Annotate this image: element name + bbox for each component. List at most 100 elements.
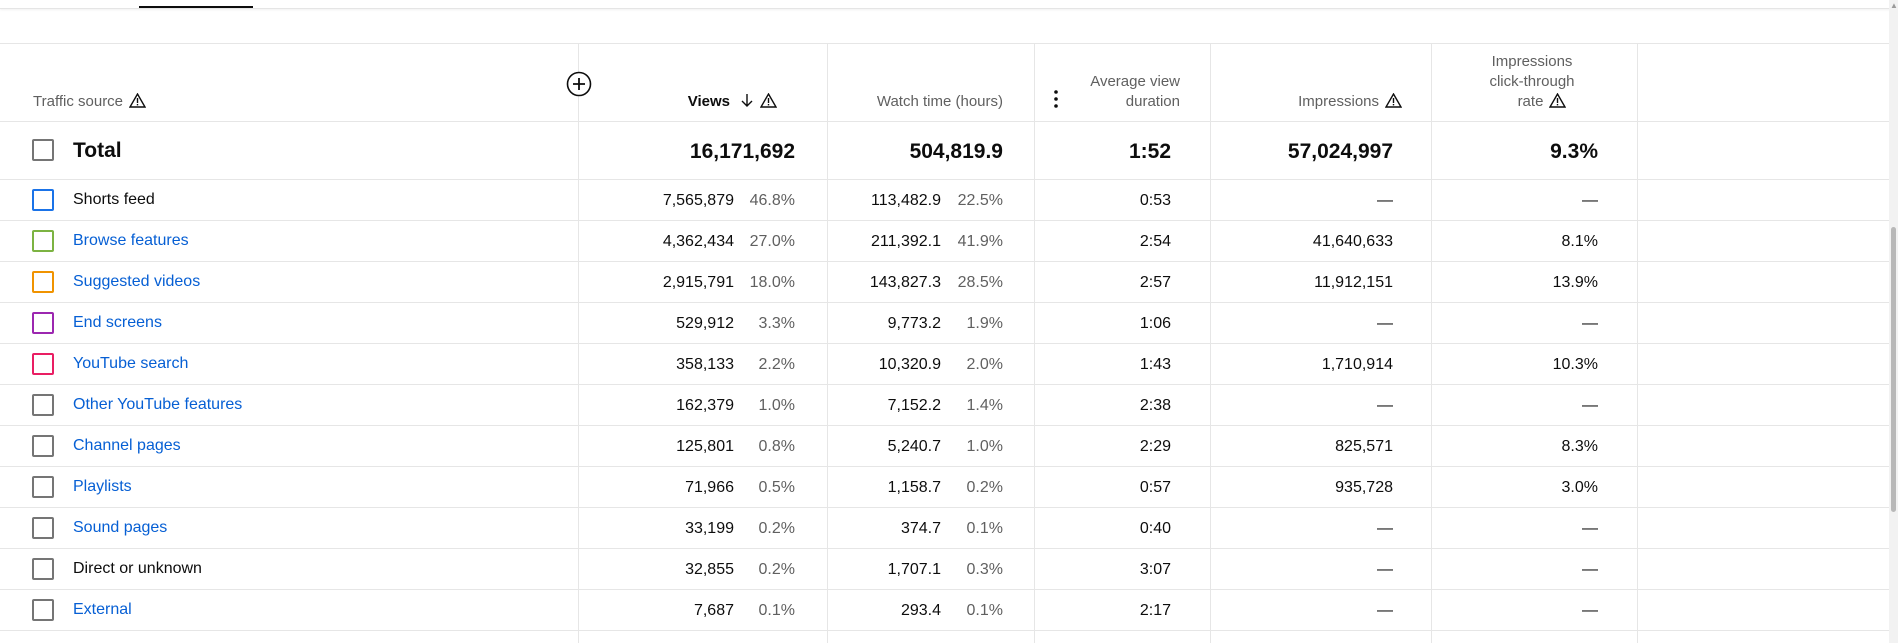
row-divider xyxy=(0,425,1889,426)
traffic-source-label[interactable]: End screens xyxy=(73,314,162,331)
row-divider xyxy=(0,220,1889,221)
cell-duration: 0:53 xyxy=(1139,192,1171,209)
total-checkbox[interactable] xyxy=(32,139,54,161)
header-divider xyxy=(0,121,1889,122)
row-checkbox[interactable] xyxy=(32,435,54,457)
table-top-divider xyxy=(0,43,1889,44)
total-views: 16,171,692 xyxy=(689,140,795,163)
table-row: Suggested videos 2,915,791 18.0% 143,827.3 2… xyxy=(0,262,1889,303)
header-impressions[interactable]: Impressions xyxy=(1298,92,1402,112)
cell-impressions: — xyxy=(1377,192,1393,209)
scrollbar-thumb[interactable] xyxy=(1891,227,1896,512)
cell-duration: 2:57 xyxy=(1139,274,1171,291)
traffic-source-label[interactable]: External xyxy=(73,601,132,618)
traffic-source-label[interactable]: Playlists xyxy=(73,478,132,495)
header-traffic-source[interactable]: Traffic source xyxy=(33,92,147,112)
warning-icon[interactable] xyxy=(1549,93,1567,108)
row-divider xyxy=(0,261,1889,262)
row-checkbox[interactable] xyxy=(32,517,54,539)
traffic-source-table: Traffic source Views Watch time (hours) … xyxy=(0,43,1898,643)
row-checkbox[interactable] xyxy=(32,271,54,293)
header-avg-duration-line1: Average view xyxy=(1090,73,1180,90)
traffic-source-label[interactable]: Browse features xyxy=(73,232,189,249)
header-ctr-line2: click-through xyxy=(1489,73,1575,90)
more-vert-icon[interactable] xyxy=(1051,88,1061,110)
cell-ctr: — xyxy=(1582,397,1598,414)
cell-views-pct: 46.8% xyxy=(749,192,795,209)
cell-views-pct: 0.2% xyxy=(758,520,795,537)
cell-watch-pct: 28.5% xyxy=(957,274,1003,291)
total-watch-time: 504,819.9 xyxy=(909,140,1003,163)
row-checkbox[interactable] xyxy=(32,394,54,416)
table-row: Channel pages 125,801 0.8% 5,240.7 1.0% 2:29 8… xyxy=(0,426,1889,467)
row-checkbox[interactable] xyxy=(32,599,54,621)
row-checkbox[interactable] xyxy=(32,353,54,375)
cell-watch: 1,158.7 xyxy=(887,479,941,496)
scroll-up-icon[interactable]: ▲ xyxy=(1890,1,1898,10)
row-checkbox[interactable] xyxy=(32,230,54,252)
sort-down-arrow-icon[interactable] xyxy=(740,93,754,108)
cell-duration: 2:54 xyxy=(1139,233,1171,250)
row-checkbox[interactable] xyxy=(32,558,54,580)
warning-icon[interactable] xyxy=(129,93,147,108)
row-checkbox[interactable] xyxy=(32,312,54,334)
cell-ctr: 8.1% xyxy=(1561,233,1598,250)
warning-icon[interactable] xyxy=(760,93,777,108)
traffic-source-label[interactable]: Sound pages xyxy=(73,519,168,536)
traffic-source-label[interactable]: Channel pages xyxy=(73,437,181,454)
cell-watch: 10,320.9 xyxy=(878,356,941,373)
total-label: Total xyxy=(73,139,122,162)
total-impressions: 57,024,997 xyxy=(1287,140,1393,163)
cell-impressions: — xyxy=(1377,602,1393,619)
add-column-icon[interactable] xyxy=(566,71,592,97)
table-row: Other YouTube features 162,379 1.0% 7,152.2… xyxy=(0,385,1889,426)
cell-duration: 2:38 xyxy=(1139,397,1171,414)
cell-impressions: 1,710,914 xyxy=(1321,356,1393,373)
header-avg-view-duration[interactable]: Average view duration xyxy=(1090,72,1180,112)
cell-watch-pct: 2.0% xyxy=(966,356,1003,373)
header-views[interactable]: Views xyxy=(688,92,777,112)
row-divider xyxy=(0,589,1889,590)
row-divider xyxy=(0,466,1889,467)
cell-watch: 9,773.2 xyxy=(887,315,941,332)
cell-ctr: — xyxy=(1582,520,1598,537)
cell-impressions: 41,640,633 xyxy=(1312,233,1393,250)
header-watch-time[interactable]: Watch time (hours) xyxy=(877,92,1003,112)
cell-views: 358,133 xyxy=(676,356,734,373)
header-ctr-line3: rate xyxy=(1517,93,1544,110)
table-row: External 7,687 0.1% 293.4 0.1% 2:17 — — xyxy=(0,590,1889,631)
cell-impressions: — xyxy=(1377,561,1393,578)
cell-views-pct: 0.1% xyxy=(758,602,795,619)
traffic-source-label[interactable]: Other YouTube features xyxy=(73,396,243,413)
cell-ctr: — xyxy=(1582,315,1598,332)
cell-watch: 211,392.1 xyxy=(871,233,941,250)
row-divider xyxy=(0,384,1889,385)
total-avg-duration: 1:52 xyxy=(1128,140,1171,163)
cell-views: 2,915,791 xyxy=(662,274,734,291)
cell-watch: 5,240.7 xyxy=(887,438,941,455)
cell-duration: 1:06 xyxy=(1139,315,1171,332)
cell-ctr: 10.3% xyxy=(1552,356,1598,373)
cell-watch-pct: 0.2% xyxy=(966,479,1003,496)
cell-views: 4,362,434 xyxy=(662,233,734,250)
row-divider xyxy=(0,630,1889,631)
cell-views-pct: 3.3% xyxy=(758,315,795,332)
table-row: Shorts feed 7,565,879 46.8% 113,482.9 22.5% 0… xyxy=(0,180,1889,221)
row-checkbox[interactable] xyxy=(32,189,54,211)
header-avg-duration-line2: duration xyxy=(1125,93,1180,110)
traffic-source-label[interactable]: YouTube search xyxy=(73,355,189,372)
cell-ctr: 3.0% xyxy=(1561,479,1598,496)
cell-impressions: 935,728 xyxy=(1335,479,1393,496)
cell-watch-pct: 41.9% xyxy=(957,233,1003,250)
row-checkbox[interactable] xyxy=(32,476,54,498)
header-ctr-line1: Impressions xyxy=(1491,53,1573,70)
header-ctr[interactable]: Impressions click-through rate xyxy=(1452,52,1612,112)
total-row: Total 16,171,692 504,819.9 1:52 57,024,9… xyxy=(0,122,1889,179)
cell-impressions: 11,912,151 xyxy=(1314,274,1393,291)
warning-icon[interactable] xyxy=(1385,93,1402,108)
cell-watch: 143,827.3 xyxy=(869,274,941,291)
table-row: Browse features 4,362,434 27.0% 211,392.1 41… xyxy=(0,221,1889,262)
traffic-source-label[interactable]: Suggested videos xyxy=(73,273,201,290)
vertical-scrollbar[interactable]: ▲ xyxy=(1889,0,1898,643)
cell-impressions: — xyxy=(1377,520,1393,537)
